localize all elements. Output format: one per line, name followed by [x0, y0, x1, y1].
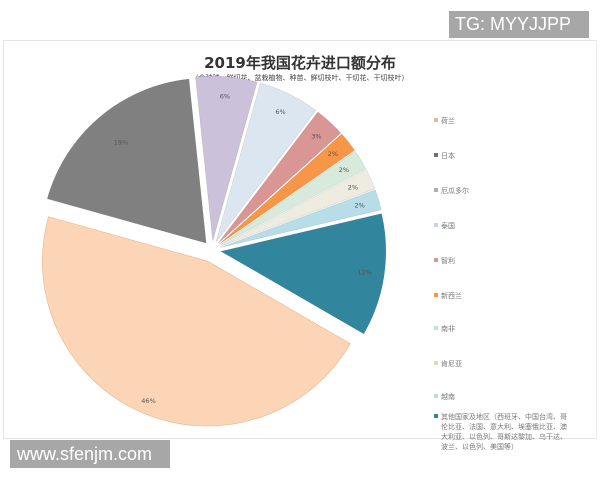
- legend-label: 新西兰: [441, 292, 462, 300]
- chart-title: 2019年我国花卉进口额分布: [204, 54, 396, 72]
- legend-item: 厄瓜多尔: [434, 186, 469, 196]
- legend-item: 越南: [434, 392, 455, 402]
- legend-label: 泰国: [441, 222, 455, 230]
- pie-slice: [219, 150, 367, 246]
- legend-swatch-icon: [434, 293, 438, 297]
- legend-label: 日本: [441, 152, 455, 160]
- slice-value-label: 6%: [220, 92, 230, 100]
- legend-label: 其他国家及地区（西班牙、中国台湾、哥伦比亚、法国、意大利、埃塞俄比亚、澳大利亚、…: [441, 413, 567, 451]
- pie-slice: [46, 78, 207, 244]
- pie-slice: [217, 111, 342, 244]
- legend-label: 越南: [441, 393, 455, 401]
- legend-swatch-icon: [434, 153, 438, 157]
- legend-label: 智利: [441, 257, 455, 265]
- legend-item: 其他国家及地区（西班牙、中国台湾、哥伦比亚、法国、意大利、埃塞俄比亚、澳大利亚、…: [434, 412, 572, 452]
- legend-item: 南非: [434, 324, 455, 334]
- slice-value-label: 12%: [357, 269, 371, 277]
- slice-value-label: 19%: [114, 138, 128, 146]
- legend-swatch-icon: [434, 118, 438, 122]
- legend-item: 泰国: [434, 221, 455, 231]
- watermark-top: TG: MYYJJPP: [449, 11, 589, 38]
- pie-slice: [218, 133, 355, 245]
- pie-slice: [215, 82, 317, 243]
- slice-value-label: 2%: [348, 183, 358, 191]
- legend-label: 肯尼亚: [441, 360, 462, 368]
- slice-value-label: 6%: [275, 108, 285, 116]
- pie-slice: [195, 75, 258, 242]
- legend-swatch-icon: [434, 394, 438, 398]
- legend-swatch-icon: [434, 361, 438, 365]
- legend-swatch-icon: [434, 223, 438, 227]
- legend-swatch-icon: [434, 326, 438, 330]
- pie-slice: [220, 213, 387, 335]
- pie-slice: [42, 216, 351, 427]
- legend-swatch-icon: [434, 414, 438, 418]
- watermark-bottom: www.sfenjm.com: [10, 440, 170, 468]
- legend-label: 荷兰: [441, 117, 455, 125]
- slice-value-label: 3%: [311, 132, 321, 140]
- legend-item: 新西兰: [434, 291, 462, 301]
- slice-value-label: 46%: [141, 397, 155, 405]
- legend-item: 智利: [434, 256, 455, 266]
- pie-slice: [220, 189, 382, 248]
- legend-swatch-icon: [434, 258, 438, 262]
- slice-value-label: 2%: [339, 166, 349, 174]
- legend-swatch-icon: [434, 188, 438, 192]
- legend-item: 日本: [434, 151, 455, 161]
- legend-label: 厄瓜多尔: [441, 187, 469, 195]
- pie-slice: [220, 169, 376, 247]
- legend-item: 荷兰: [434, 116, 455, 126]
- slice-value-label: 2%: [354, 201, 364, 209]
- slice-value-label: 2%: [328, 150, 338, 158]
- legend-item: 肯尼亚: [434, 359, 462, 369]
- chart-subtitle: （含种球、鲜切花、盆栽植物、种苗、鲜切枝叶、干切花、干切枝叶）: [191, 74, 409, 82]
- legend-label: 南非: [441, 325, 455, 333]
